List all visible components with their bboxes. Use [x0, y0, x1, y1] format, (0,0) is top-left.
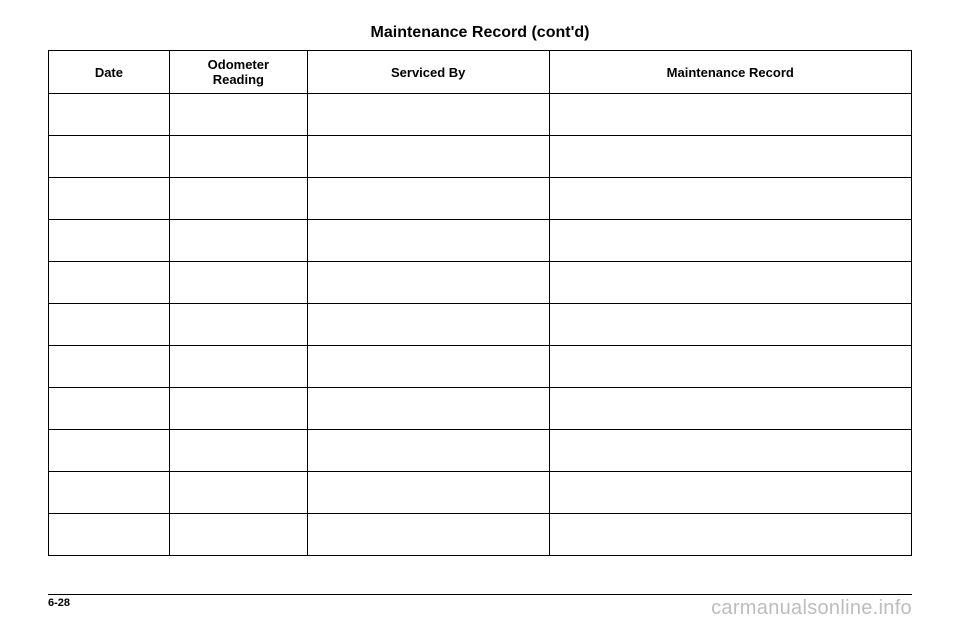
- table-row: [49, 94, 912, 136]
- cell: [549, 94, 911, 136]
- cell: [49, 94, 170, 136]
- cell: [49, 514, 170, 556]
- table-row: [49, 178, 912, 220]
- cell: [307, 304, 549, 346]
- cell: [307, 514, 549, 556]
- cell: [307, 346, 549, 388]
- table-header-row: Date Odometer Reading Serviced By Mainte…: [49, 51, 912, 94]
- cell: [549, 262, 911, 304]
- table-row: [49, 430, 912, 472]
- maintenance-table: Date Odometer Reading Serviced By Mainte…: [48, 50, 912, 556]
- footer-inner: 6-28 carmanualsonline.info: [48, 594, 912, 620]
- cell: [549, 472, 911, 514]
- table-row: [49, 346, 912, 388]
- footer: 6-28 carmanualsonline.info: [48, 594, 912, 620]
- cell: [549, 136, 911, 178]
- odometer-line2: Reading: [213, 72, 264, 87]
- cell: [307, 430, 549, 472]
- cell: [169, 388, 307, 430]
- col-header-odometer: Odometer Reading: [169, 51, 307, 94]
- cell: [307, 472, 549, 514]
- cell: [307, 388, 549, 430]
- table-row: [49, 262, 912, 304]
- page-title: Maintenance Record (cont'd): [48, 24, 912, 42]
- cell: [549, 220, 911, 262]
- table-row: [49, 514, 912, 556]
- col-header-date: Date: [49, 51, 170, 94]
- cell: [169, 430, 307, 472]
- cell: [169, 346, 307, 388]
- page-number: 6-28: [48, 597, 70, 609]
- table-row: [49, 472, 912, 514]
- cell: [549, 388, 911, 430]
- table-row: [49, 220, 912, 262]
- cell: [307, 220, 549, 262]
- cell: [307, 262, 549, 304]
- cell: [169, 220, 307, 262]
- cell: [549, 514, 911, 556]
- cell: [49, 430, 170, 472]
- cell: [49, 346, 170, 388]
- cell: [307, 94, 549, 136]
- table-row: [49, 388, 912, 430]
- cell: [169, 472, 307, 514]
- col-header-serviced-by: Serviced By: [307, 51, 549, 94]
- cell: [49, 472, 170, 514]
- odometer-line1: Odometer: [208, 57, 269, 72]
- cell: [307, 178, 549, 220]
- cell: [549, 304, 911, 346]
- cell: [169, 514, 307, 556]
- table-body: [49, 94, 912, 556]
- cell: [307, 136, 549, 178]
- cell: [169, 304, 307, 346]
- cell: [549, 430, 911, 472]
- cell: [169, 262, 307, 304]
- cell: [49, 178, 170, 220]
- cell: [49, 220, 170, 262]
- cell: [549, 178, 911, 220]
- cell: [169, 94, 307, 136]
- watermark-text: carmanualsonline.info: [711, 597, 912, 620]
- table-row: [49, 304, 912, 346]
- cell: [549, 346, 911, 388]
- cell: [49, 262, 170, 304]
- col-header-maintenance-record: Maintenance Record: [549, 51, 911, 94]
- cell: [49, 136, 170, 178]
- cell: [49, 304, 170, 346]
- table-row: [49, 136, 912, 178]
- cell: [49, 388, 170, 430]
- cell: [169, 178, 307, 220]
- cell: [169, 136, 307, 178]
- page: Maintenance Record (cont'd) Date Odomete…: [0, 0, 960, 640]
